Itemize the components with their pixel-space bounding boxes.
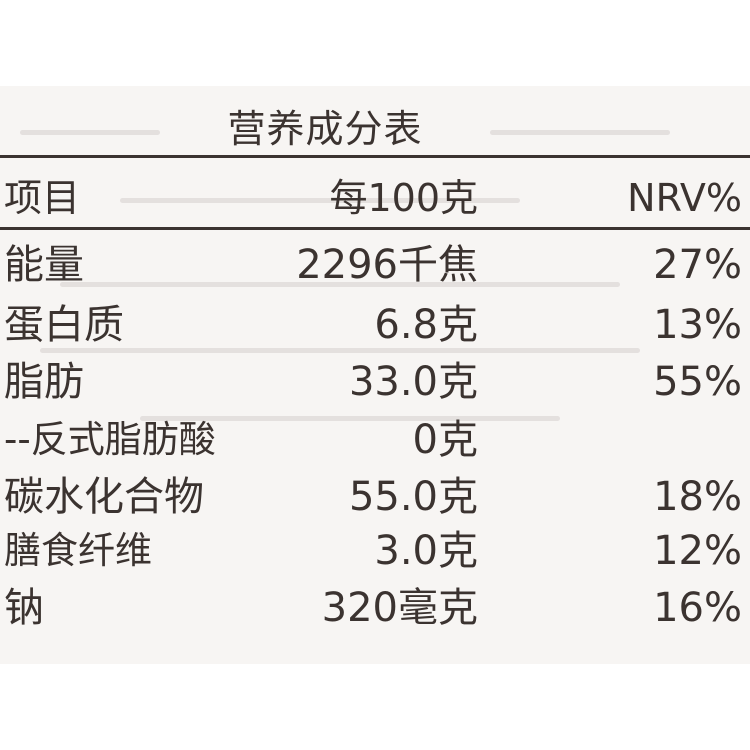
show-through-mark	[60, 282, 620, 287]
table-row-carbohydrate: 碳水化合物 55.0克 18%	[0, 468, 750, 526]
row-item: --反式脂肪酸	[4, 418, 216, 461]
table-row-dietary-fiber: 膳食纤维 3.0克 12%	[0, 522, 750, 580]
row-amount: 2296千焦	[296, 242, 478, 288]
row-nrv: 55%	[653, 359, 742, 405]
table-row-protein: 蛋白质 6.8克 13%	[0, 296, 750, 354]
row-amount: 6.8克	[374, 302, 478, 348]
row-item: 膳食纤维	[4, 529, 152, 572]
row-item: 脂肪	[4, 359, 84, 405]
show-through-mark	[20, 130, 160, 135]
row-item: 碳水化合物	[4, 474, 204, 520]
table-row-energy: 能量 2296千焦 27%	[0, 236, 750, 294]
row-item: 能量	[4, 242, 84, 288]
header-nrv: NRV%	[627, 176, 742, 220]
show-through-mark	[120, 198, 520, 203]
row-item: 钠	[4, 585, 44, 631]
row-nrv: 18%	[653, 474, 742, 520]
header-amount: 每100克	[329, 176, 478, 220]
header-divider	[0, 227, 750, 230]
table-title: 营养成分表	[227, 107, 423, 151]
table-row-sodium: 钠 320毫克 16%	[0, 579, 750, 637]
show-through-mark	[140, 416, 560, 421]
table-row-trans-fat: --反式脂肪酸 0克	[0, 411, 750, 469]
row-amount: 55.0克	[348, 474, 478, 520]
row-item: 蛋白质	[4, 302, 124, 348]
row-nrv: 27%	[653, 242, 742, 288]
label-panel	[0, 86, 750, 664]
row-amount: 320毫克	[321, 585, 478, 631]
row-amount: 33.0克	[348, 359, 478, 405]
row-amount: 3.0克	[374, 528, 478, 574]
show-through-mark	[490, 130, 670, 135]
table-row-fat: 脂肪 33.0克 55%	[0, 353, 750, 411]
title-divider	[0, 155, 750, 158]
row-amount: 0克	[412, 417, 478, 463]
row-nrv: 16%	[653, 585, 742, 631]
show-through-mark	[40, 348, 640, 353]
header-row: 项目 每100克 NRV%	[0, 169, 750, 227]
row-nrv: 13%	[653, 302, 742, 348]
header-item: 项目	[4, 176, 81, 220]
row-nrv: 12%	[653, 528, 742, 574]
